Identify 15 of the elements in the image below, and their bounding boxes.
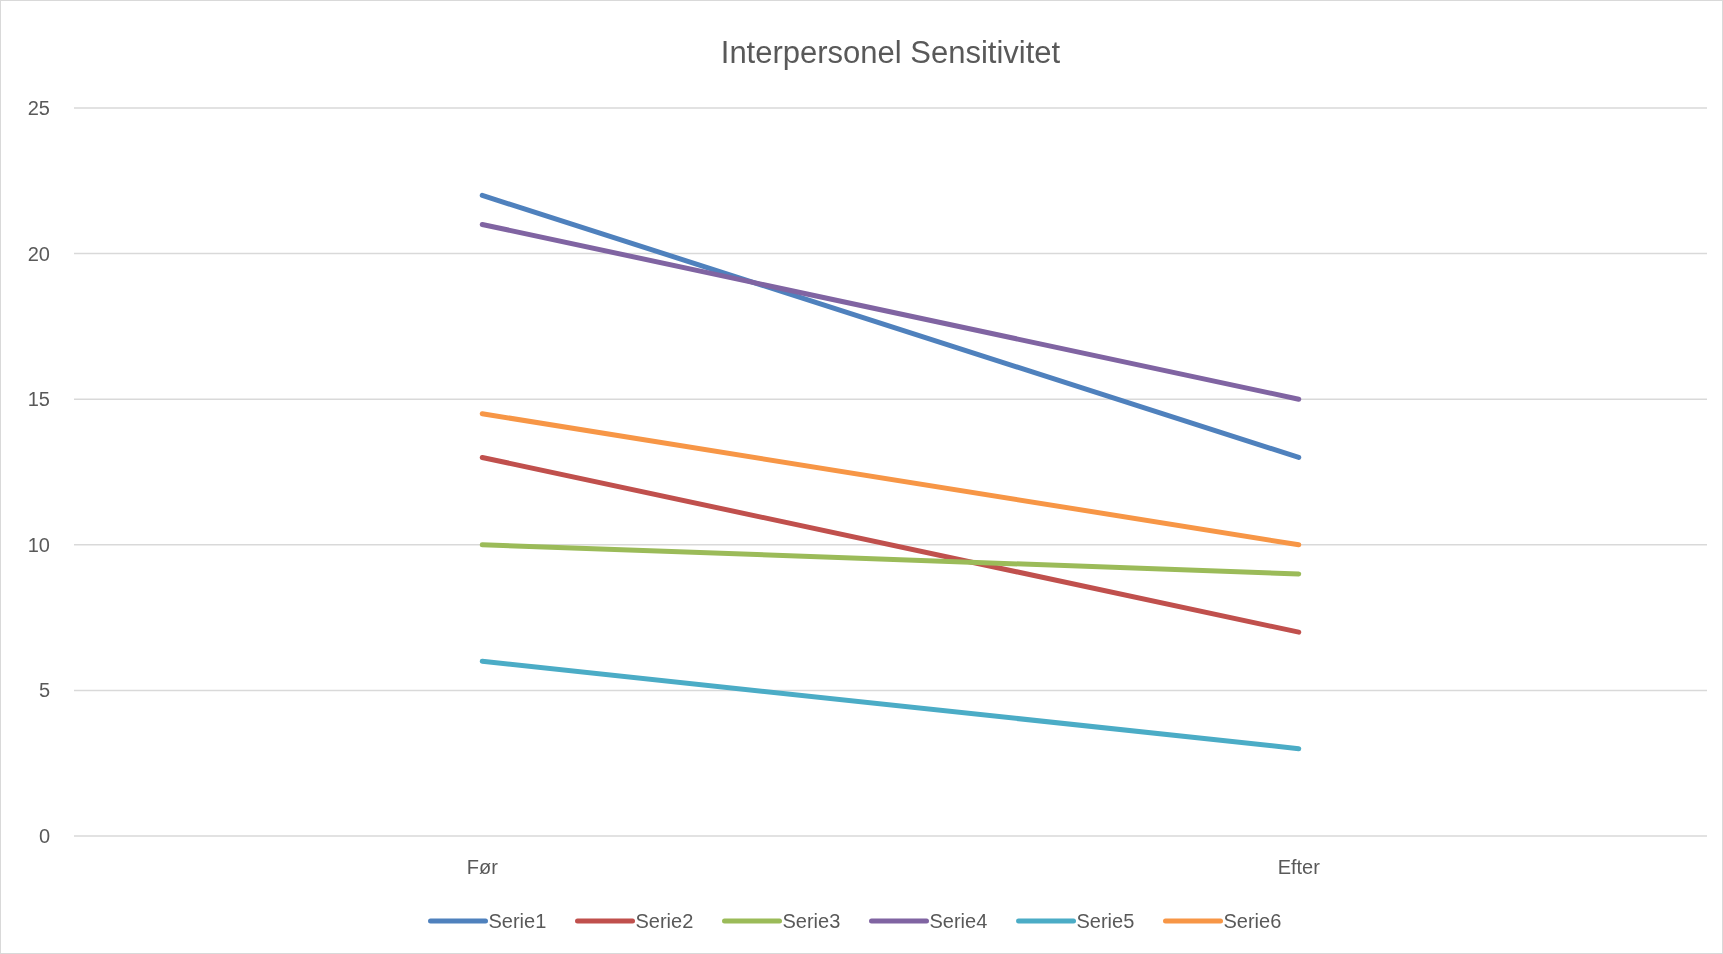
y-tick-label: 25	[27, 97, 50, 119]
chart-title: Interpersonel Sensitivitet	[720, 35, 1061, 70]
legend-label: Serie2	[635, 910, 694, 932]
y-tick-label: 0	[38, 825, 50, 847]
x-tick-label: Før	[466, 856, 499, 878]
legend-label: Serie1	[488, 910, 547, 932]
y-tick-label: 5	[38, 679, 50, 702]
y-tick-label: 15	[27, 388, 50, 411]
y-tick-label: 10	[27, 533, 50, 556]
legend-label: Serie5	[1076, 910, 1135, 932]
legend-label: Serie6	[1223, 910, 1282, 932]
legend-label: Serie3	[782, 910, 841, 932]
legend-label: Serie4	[929, 910, 988, 932]
y-tick-label: 20	[27, 242, 50, 265]
x-tick-label: Efter	[1277, 856, 1321, 878]
